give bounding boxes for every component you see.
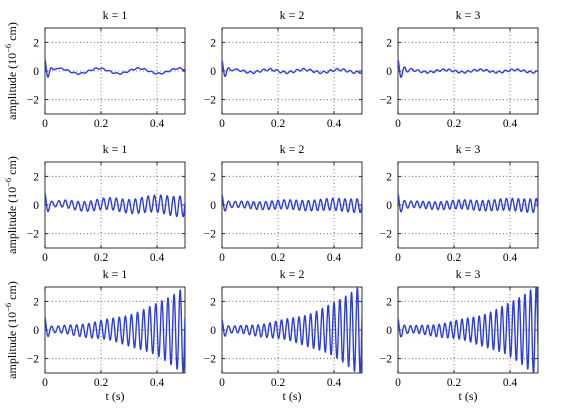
x-tick-label: 0 — [219, 252, 225, 264]
x-tick-label: 0.2 — [271, 377, 286, 389]
x-axis-label: t (s) — [283, 389, 302, 403]
x-tick-label: 0.4 — [327, 252, 342, 264]
y-tick-label: 2 — [33, 296, 39, 308]
panel-title: k = 3 — [456, 267, 481, 281]
series-line — [222, 287, 362, 373]
y-tick-label: 2 — [386, 37, 392, 49]
y-tick-label: −2 — [380, 229, 392, 241]
panel-title: k = 2 — [280, 8, 305, 22]
x-tick-label: 0.4 — [503, 377, 518, 389]
y-axis-label: amplitude (10−6 cm) — [3, 156, 19, 254]
x-tick-label: 0 — [219, 377, 225, 389]
y-axis-label-exponent: −6 — [3, 303, 13, 312]
x-tick-label: 0 — [42, 118, 48, 130]
panel-title: k = 3 — [456, 142, 481, 156]
y-tick-label: 2 — [33, 37, 39, 49]
x-tick-label: 0.4 — [503, 252, 518, 264]
series-line — [222, 194, 362, 214]
x-axis-label: t (s) — [459, 389, 478, 403]
y-tick-label: 0 — [210, 66, 216, 78]
x-tick-label: 0.2 — [271, 118, 286, 130]
y-tick-label: −2 — [27, 354, 39, 366]
y-tick-label: 2 — [210, 37, 216, 49]
y-axis-label: amplitude (10−6 cm) — [3, 22, 19, 120]
y-axis-label-suffix: cm) — [5, 281, 19, 303]
y-tick-label: 0 — [386, 325, 392, 337]
y-axis-label-prefix: amplitude (10 — [5, 53, 19, 120]
y-tick-label: −2 — [204, 95, 216, 107]
y-axis-label-prefix: amplitude (10 — [5, 187, 19, 254]
x-tick-label: 0 — [395, 252, 401, 264]
series-line — [45, 59, 185, 78]
y-axis-label: amplitude (10−6 cm) — [3, 281, 19, 379]
x-tick-label: 0.4 — [150, 118, 165, 130]
series-line — [45, 289, 185, 373]
x-tick-label: 0 — [395, 118, 401, 130]
x-tick-label: 0.4 — [327, 118, 342, 130]
x-tick-label: 0.2 — [271, 252, 286, 264]
series-line — [222, 60, 362, 78]
x-tick-label: 0.4 — [503, 118, 518, 130]
y-tick-label: 0 — [210, 200, 216, 212]
x-tick-label: 0 — [42, 252, 48, 264]
x-tick-label: 0.2 — [94, 377, 109, 389]
x-tick-label: 0.2 — [94, 252, 109, 264]
x-axis-label: t (s) — [106, 389, 125, 403]
y-tick-label: 2 — [386, 171, 392, 183]
series-line — [398, 59, 538, 78]
y-tick-label: −2 — [380, 95, 392, 107]
x-tick-label: 0.2 — [94, 118, 109, 130]
series-line — [398, 193, 538, 214]
x-tick-label: 0.4 — [150, 377, 165, 389]
x-tick-label: 0.4 — [150, 252, 165, 264]
y-tick-label: 0 — [33, 66, 39, 78]
x-tick-label: 0.2 — [447, 377, 462, 389]
panel-title: k = 2 — [280, 267, 305, 281]
y-axis-label-suffix: cm) — [5, 22, 19, 44]
y-tick-label: −2 — [27, 229, 39, 241]
y-tick-label: 0 — [33, 200, 39, 212]
x-tick-label: 0.2 — [447, 252, 462, 264]
y-tick-label: −2 — [27, 95, 39, 107]
x-tick-label: 0 — [395, 377, 401, 389]
y-tick-label: −2 — [380, 354, 392, 366]
y-tick-label: −2 — [204, 354, 216, 366]
x-tick-label: 0 — [42, 377, 48, 389]
x-tick-label: 0.4 — [327, 377, 342, 389]
x-tick-label: 0 — [219, 118, 225, 130]
y-tick-label: 2 — [210, 171, 216, 183]
y-axis-label-exponent: −6 — [3, 44, 13, 53]
y-tick-label: 0 — [386, 200, 392, 212]
y-tick-label: 2 — [210, 296, 216, 308]
panel-title: k = 2 — [280, 142, 305, 156]
x-tick-label: 0.2 — [447, 118, 462, 130]
series-line — [45, 192, 185, 218]
panel-title: k = 1 — [103, 142, 128, 156]
y-tick-label: −2 — [204, 229, 216, 241]
series-line — [398, 287, 538, 373]
y-tick-label: 0 — [386, 66, 392, 78]
y-axis-label-suffix: cm) — [5, 156, 19, 178]
y-axis-label-prefix: amplitude (10 — [5, 312, 19, 379]
y-axis-label-exponent: −6 — [3, 178, 13, 187]
y-tick-label: 2 — [386, 296, 392, 308]
y-tick-label: 0 — [33, 325, 39, 337]
panel-title: k = 1 — [103, 8, 128, 22]
y-tick-label: 2 — [33, 171, 39, 183]
y-tick-label: 0 — [210, 325, 216, 337]
panel-title: k = 3 — [456, 8, 481, 22]
panel-title: k = 1 — [103, 267, 128, 281]
